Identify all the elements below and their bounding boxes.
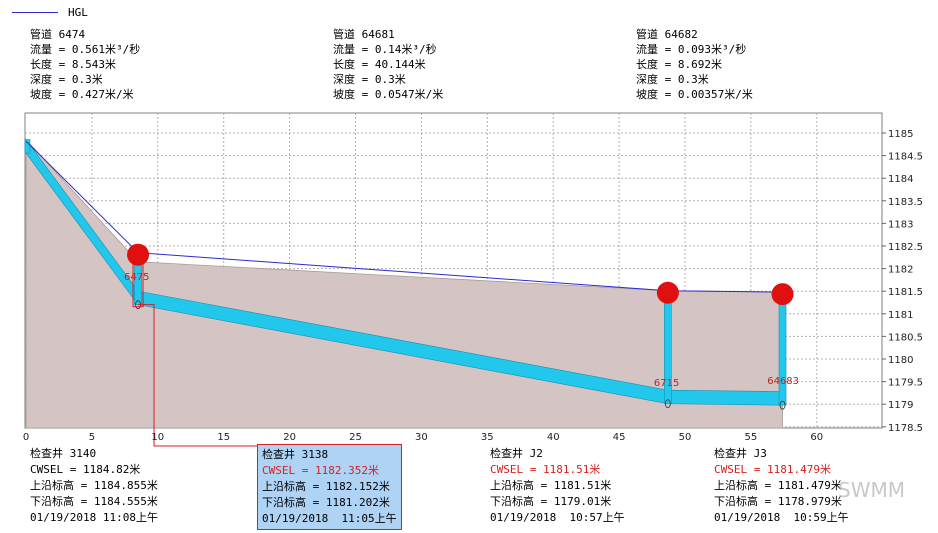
node-title: 检查井 3138: [262, 448, 329, 461]
y-tick-label: 1178.5: [888, 423, 923, 434]
pipe-title: 管道 64682: [636, 28, 698, 41]
node-marker: [127, 243, 150, 266]
node-time: 01/19/2018 10:57上午: [490, 511, 625, 524]
pipe-slope: 坡度 = 0.00357米/米: [636, 88, 753, 101]
node-bottom: 下沿标高 = 1179.01米: [490, 495, 612, 508]
pipe-slope: 坡度 = 0.0547米/米: [333, 88, 444, 101]
node-info-3140: 检查井 3140 CWSEL = 1184.82米上沿标高 = 1184.855米…: [30, 446, 158, 526]
x-tick-label: 50: [679, 432, 692, 443]
node-cwsel: CWSEL = 1181.479米: [714, 463, 831, 476]
pipe-title: 管道 64681: [333, 28, 395, 41]
node-label: 6715: [654, 378, 679, 389]
pipe-depth: 深度 = 0.3米: [30, 73, 103, 86]
x-tick-label: 45: [613, 432, 626, 443]
x-tick-label: 0: [23, 432, 29, 443]
pipe-depth: 深度 = 0.3米: [636, 73, 709, 86]
pipe-segment: [667, 389, 783, 406]
pipe-length: 长度 = 8.543米: [30, 58, 116, 71]
legend: HGL: [12, 4, 88, 20]
node-title: 检查井 J3: [714, 447, 767, 460]
hgl-line: [25, 140, 783, 293]
x-tick-label: 15: [217, 432, 230, 443]
node-marker: [771, 283, 794, 306]
node-invert-mark: [779, 400, 786, 410]
node-time: 01/19/2018 11:05上午: [262, 512, 397, 525]
x-tick-label: 30: [415, 432, 428, 443]
node-label: 64683: [767, 376, 799, 387]
pipe-flow: 流量 = 0.093米³/秒: [636, 43, 747, 56]
pipe-slope: 坡度 = 0.427米/米: [30, 88, 134, 101]
x-tick-label: 25: [349, 432, 362, 443]
pipe-depth: 深度 = 0.3米: [333, 73, 406, 86]
node-cwsel: CWSEL = 1184.82米: [30, 463, 141, 476]
node-top: 上沿标高 = 1181.51米: [490, 479, 612, 492]
y-tick-label: 1179: [888, 400, 913, 411]
node-time: 01/19/2018 10:59上午: [714, 511, 849, 524]
y-tick-label: 1181: [888, 310, 913, 321]
y-tick-label: 1180: [888, 355, 913, 366]
y-tick-label: 1182.5: [888, 242, 923, 253]
node-bottom: 下沿标高 = 1181.202米: [262, 496, 390, 509]
pipe-info-64681: 管道 64681 流量 = 0.14米³/秒 长度 = 40.144米 深度 = 0.…: [333, 27, 443, 102]
node-shaft: [134, 261, 142, 305]
node-shaft: [778, 291, 787, 406]
node-cwsel: CWSEL = 1182.352米: [262, 464, 379, 477]
x-tick-label: 55: [745, 432, 758, 443]
x-tick-label: 5: [89, 432, 95, 443]
node-label: 6475: [124, 272, 149, 283]
pipe-flow: 流量 = 0.14米³/秒: [333, 43, 437, 56]
pipe-info-64682: 管道 64682 流量 = 0.093米³/秒 长度 = 8.692米 深度 = 0.…: [636, 27, 753, 102]
node-time: 01/19/2018 11:08上午: [30, 511, 158, 524]
x-tick-label: 20: [283, 432, 296, 443]
node-info-j2: 检查井 J2 CWSEL = 1181.51米 上沿标高 = 1181.51米 下沿标…: [490, 446, 625, 526]
pipe-length: 长度 = 40.144米: [333, 58, 426, 71]
y-tick-label: 1183: [888, 219, 913, 230]
node-top: 上沿标高 = 1181.479米: [714, 479, 842, 492]
x-tick-label: 60: [810, 432, 823, 443]
node-invert-mark: [664, 399, 671, 409]
legend-hgl-label: HGL: [68, 5, 88, 19]
node-top: 上沿标高 = 1184.855米: [30, 479, 158, 492]
node-bottom: 下沿标高 = 1184.555米: [30, 495, 158, 508]
pipe-length: 长度 = 8.692米: [636, 58, 722, 71]
legend-hgl-line: [12, 11, 58, 13]
y-tick-label: 1184.5: [888, 152, 923, 163]
y-tick-label: 1185: [888, 129, 913, 140]
pipe-flow: 流量 = 0.561米³/秒: [30, 43, 141, 56]
node-cwsel: CWSEL = 1181.51米: [490, 463, 601, 476]
x-tick-label: 10: [151, 432, 164, 443]
watermark-text: SWMM: [838, 478, 905, 502]
y-tick-label: 1183.5: [888, 197, 923, 208]
node-title: 检查井 J2: [490, 447, 543, 460]
node-marker: [656, 281, 679, 304]
node-bottom: 下沿标高 = 1178.979米: [714, 495, 842, 508]
node-info-3138[interactable]: 检查井 3138 CWSEL = 1182.352米 上沿标高 = 1182.152…: [257, 444, 402, 530]
node-top: 上沿标高 = 1182.152米: [262, 480, 390, 493]
node-shaft: [24, 139, 31, 154]
pipe-info-6474: 管道 6474 流量 = 0.561米³/秒 长度 = 8.543米 深度 = 0.3…: [30, 27, 140, 102]
y-tick-label: 1179.5: [888, 378, 923, 389]
x-tick-label: 40: [547, 432, 560, 443]
y-tick-label: 1180.5: [888, 332, 923, 343]
y-tick-label: 1184: [888, 174, 913, 185]
node-title: 检查井 3140: [30, 447, 97, 460]
pipe-title: 管道 6474: [30, 28, 86, 41]
y-tick-label: 1181.5: [888, 287, 923, 298]
node-info-j3: 检查井 J3 CWSEL = 1181.479米 上沿标高 = 1181.479米下…: [714, 446, 849, 526]
selection-connector: [138, 304, 258, 447]
x-tick-label: 35: [481, 432, 494, 443]
y-tick-label: 1182: [888, 265, 913, 276]
